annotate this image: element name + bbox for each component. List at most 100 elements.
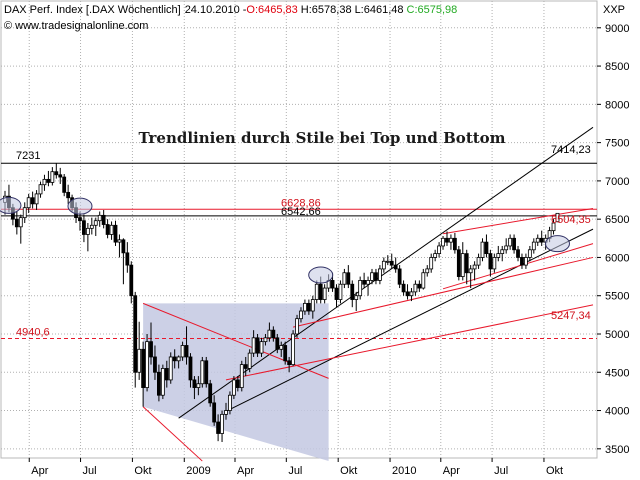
candle-body: [350, 283, 355, 300]
candle: [429, 253, 434, 273]
candle-body: [393, 264, 398, 270]
candle: [342, 268, 347, 289]
candle-body: [405, 291, 410, 297]
y-tick-label: 7000: [605, 176, 629, 188]
trendline: [178, 126, 594, 419]
shaded-channel: [143, 303, 329, 462]
candle-body: [188, 356, 193, 381]
candle-body: [456, 249, 461, 277]
open-value: O:6465,83: [246, 4, 297, 16]
candle: [456, 245, 461, 281]
candle-body: [401, 283, 406, 293]
candle: [279, 341, 284, 357]
candle: [374, 268, 378, 285]
candle-body: [516, 249, 520, 258]
candle-body: [78, 217, 82, 222]
candle-body: [452, 237, 457, 251]
candle-body: [145, 341, 149, 388]
candle: [524, 253, 528, 269]
candle-body: [492, 257, 497, 270]
candle-body: [449, 237, 453, 243]
candle: [243, 356, 248, 377]
candle-body: [539, 237, 544, 243]
grid: [1, 1, 597, 458]
candle: [354, 291, 359, 312]
candle: [516, 245, 520, 262]
candle: [346, 265, 351, 289]
candle-body: [30, 197, 35, 205]
candle: [224, 402, 228, 420]
candle: [231, 376, 236, 400]
candle: [366, 276, 370, 296]
candle-body: [109, 224, 114, 235]
candle: [413, 280, 418, 296]
candle-body: [208, 383, 213, 404]
trendline: [442, 207, 594, 235]
candle: [405, 284, 410, 300]
line-value-label: 6504,35: [551, 214, 591, 226]
y-tick-label: 4000: [605, 406, 629, 418]
y-tick-label: 8000: [605, 99, 629, 111]
x-tick-label: Apr: [237, 465, 254, 477]
candle: [370, 268, 374, 285]
svg-text:DAX Perf. Index [.DAX Wöchent: DAX Perf. Index [.DAX Wöchentlich] 24.10.…: [4, 4, 457, 16]
candle: [145, 333, 149, 392]
candle-body: [176, 356, 181, 362]
candle-body: [141, 348, 146, 388]
candle: [397, 265, 402, 289]
candle: [62, 174, 67, 197]
candle-body: [358, 280, 363, 297]
channel-shade: [143, 303, 329, 462]
candle-body: [425, 268, 430, 274]
candle-body: [366, 280, 370, 285]
candle-body: [14, 218, 19, 228]
candle-body: [133, 295, 138, 373]
candle-body: [168, 356, 173, 381]
candle: [389, 253, 394, 269]
ellipse-markers: [0, 196, 570, 284]
candle-body: [504, 245, 509, 251]
y-tick-label: 4500: [605, 367, 629, 379]
candle-body: [196, 383, 201, 388]
candle: [480, 238, 485, 262]
candle-body: [212, 402, 217, 423]
candle-body: [192, 379, 197, 388]
candle: [460, 242, 465, 281]
candle: [393, 257, 398, 273]
candle-body: [216, 421, 221, 434]
candle-body: [113, 224, 118, 243]
candle: [255, 333, 260, 357]
y-tick-label: 6000: [605, 252, 629, 264]
candle-body: [464, 253, 469, 274]
x-tick-label: Okt: [134, 465, 151, 477]
candle-body: [551, 222, 556, 232]
candle: [26, 193, 31, 214]
x-tick-label: Jul: [288, 465, 302, 477]
candle: [14, 211, 19, 235]
candle: [362, 272, 367, 289]
candle: [153, 345, 157, 380]
trendline: [225, 228, 594, 412]
candle: [283, 341, 288, 365]
candle: [452, 232, 457, 254]
candle-body: [46, 178, 51, 183]
candle: [484, 234, 489, 258]
candle-body: [413, 283, 418, 293]
candle-body: [243, 364, 248, 369]
x-tick-label: 2010: [392, 465, 416, 477]
candle-body: [172, 356, 177, 362]
candle-body: [93, 220, 98, 226]
candle-body: [85, 227, 90, 235]
candle-body: [338, 283, 343, 300]
candle: [464, 249, 469, 285]
candle: [85, 222, 90, 252]
candle: [275, 333, 280, 354]
candle-body: [303, 302, 307, 312]
chart-title: Trendlinien durch Stile bei Top und Bott…: [138, 129, 505, 147]
x-tick-label: Apr: [31, 465, 48, 477]
candle-body: [54, 171, 59, 176]
candle-body: [342, 272, 347, 285]
candle: [58, 167, 63, 184]
y-tick-label: 8500: [605, 61, 629, 73]
